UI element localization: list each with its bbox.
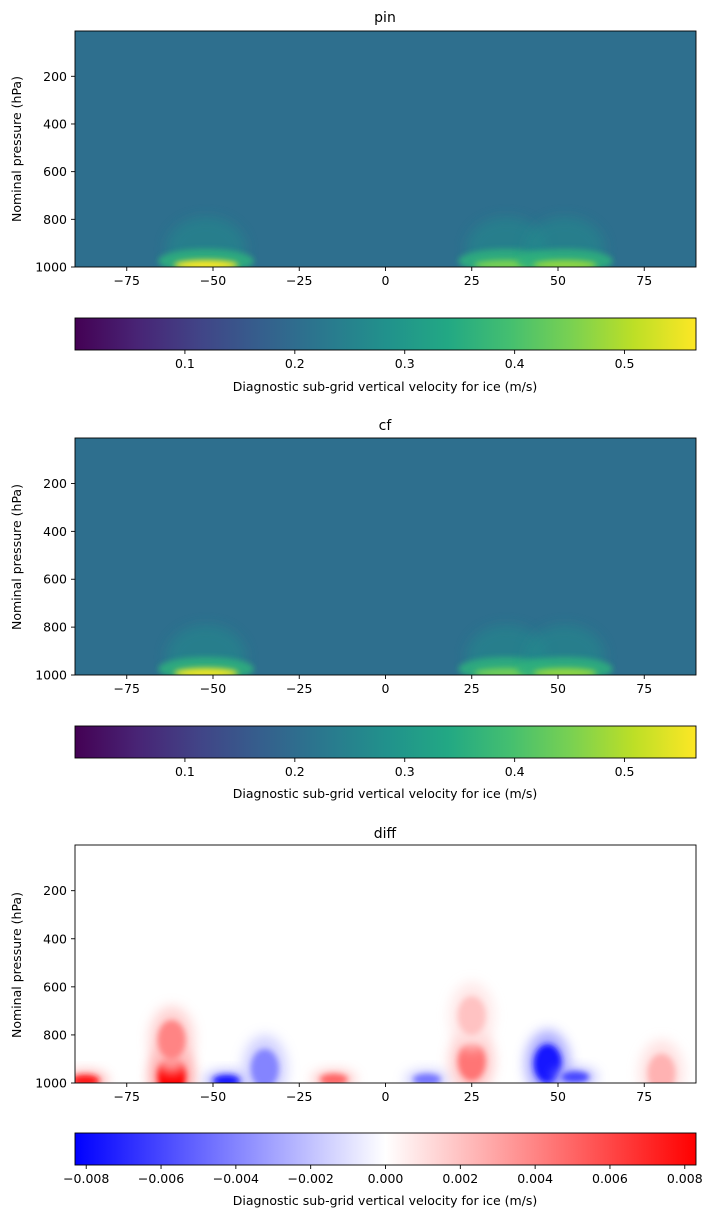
colorbar-tick-label: 0.5 — [615, 356, 635, 371]
chart-title: cf — [379, 418, 393, 434]
hotspot-peak — [532, 260, 597, 267]
panel-pin: pin Nominal pressure (hPa) −75 −50 −25 0 25 5… — [9, 10, 697, 394]
diff-feature — [319, 1073, 348, 1083]
colorbar-tick-label: 0.000 — [368, 1171, 404, 1186]
chart-title: pin — [374, 10, 396, 26]
colorbar-tick-label: 0.1 — [175, 764, 195, 779]
colorbar-tick-label: 0.3 — [395, 764, 415, 779]
x-tick-label: −50 — [200, 681, 226, 696]
y-tick-label: 800 — [43, 620, 67, 635]
y-tick-label: 600 — [43, 572, 67, 587]
y-axis: 200 400 600 800 1000 — [35, 69, 75, 275]
diff-feature — [250, 1048, 279, 1083]
colorbar-tick-label: 0.4 — [505, 764, 525, 779]
x-tick-label: 25 — [464, 273, 480, 288]
y-tick-label: 600 — [43, 164, 67, 179]
diff-feature — [457, 1041, 486, 1081]
colorbar: −0.008 −0.006 −0.004 −0.002 0.000 0.002 0.004 0… — [63, 1132, 703, 1186]
x-tick-label: 75 — [636, 681, 652, 696]
y-axis-label: Nominal pressure (hPa) — [9, 892, 24, 1038]
heatmap-plot — [74, 844, 697, 1084]
x-tick-label: −75 — [114, 1089, 140, 1104]
colorbar-tick-label: −0.006 — [138, 1171, 184, 1186]
colorbar-gradient — [74, 317, 697, 351]
colorbar-tick-label: 0.006 — [592, 1171, 628, 1186]
heatmap-background — [75, 438, 696, 675]
x-tick-label: −25 — [286, 273, 312, 288]
x-tick-label: 25 — [464, 1089, 480, 1104]
diff-feature — [75, 1074, 100, 1083]
colorbar: 0.1 0.2 0.3 0.4 0.5 — [74, 725, 697, 779]
x-tick-label: −50 — [200, 273, 226, 288]
y-tick-label: 400 — [43, 931, 67, 946]
y-tick-label: 400 — [43, 524, 67, 539]
y-tick-label: 200 — [43, 883, 67, 898]
colorbar-tick-label: 0.2 — [285, 356, 305, 371]
y-tick-label: 200 — [43, 69, 67, 84]
diff-feature — [212, 1074, 241, 1083]
colorbar-tick-label: 0.1 — [175, 356, 195, 371]
colorbar-tick-label: 0.5 — [615, 764, 635, 779]
colorbar-label: Diagnostic sub-grid vertical velocity fo… — [233, 786, 538, 801]
x-tick-label: −25 — [286, 681, 312, 696]
x-tick-label: −75 — [114, 681, 140, 696]
colorbar-gradient — [74, 1132, 697, 1166]
x-tick-label: 0 — [382, 681, 390, 696]
colorbar: 0.1 0.2 0.3 0.4 0.5 — [74, 317, 697, 371]
heatmap-background — [75, 31, 696, 267]
y-axis-label: Nominal pressure (hPa) — [9, 76, 24, 222]
colorbar-tick-label: 0.008 — [667, 1171, 703, 1186]
y-tick-label: 1000 — [35, 668, 67, 683]
panel-cf: cf Nominal pressure (hPa) −75 −50 −25 0 25 50… — [9, 418, 697, 801]
colorbar-tick-label: 0.004 — [517, 1171, 553, 1186]
panel-diff: diff Nominal pressure (hPa) −75 −50 −25 0 25… — [9, 826, 703, 1208]
y-tick-label: 400 — [43, 116, 67, 131]
colorbar-gradient — [74, 725, 697, 759]
colorbar-tick-label: −0.008 — [63, 1171, 109, 1186]
diff-feature — [561, 1071, 590, 1083]
diff-feature — [157, 1020, 186, 1060]
x-axis: −75 −50 −25 0 25 50 75 — [114, 1083, 652, 1104]
y-tick-label: 1000 — [35, 260, 67, 275]
diff-feature — [647, 1053, 676, 1083]
y-axis-label: Nominal pressure (hPa) — [9, 484, 24, 630]
diff-feature — [412, 1073, 441, 1083]
y-tick-label: 600 — [43, 979, 67, 994]
diff-feature — [457, 996, 486, 1036]
hotspot-peak — [174, 260, 239, 267]
colorbar-label: Diagnostic sub-grid vertical velocity fo… — [233, 1193, 538, 1208]
colorbar-tick-label: −0.002 — [288, 1171, 334, 1186]
colorbar-tick-label: 0.3 — [395, 356, 415, 371]
hotspot-peak — [174, 668, 239, 675]
y-axis: 200 400 600 800 1000 — [35, 476, 75, 683]
x-tick-label: 50 — [550, 1089, 566, 1104]
x-tick-label: 0 — [382, 1089, 390, 1104]
y-axis: 200 400 600 800 1000 — [35, 883, 75, 1091]
x-tick-label: 50 — [550, 681, 566, 696]
y-tick-label: 800 — [43, 1027, 67, 1042]
x-tick-label: −75 — [114, 273, 140, 288]
hotspot-peak — [532, 668, 597, 675]
y-tick-label: 1000 — [35, 1076, 67, 1091]
x-tick-label: −25 — [286, 1089, 312, 1104]
colorbar-tick-label: 0.002 — [442, 1171, 478, 1186]
y-tick-label: 200 — [43, 476, 67, 491]
x-tick-label: 0 — [382, 273, 390, 288]
x-tick-label: 50 — [550, 273, 566, 288]
heatmap-plot — [74, 437, 697, 676]
colorbar-tick-label: 0.2 — [285, 764, 305, 779]
x-axis: −75 −50 −25 0 25 50 75 — [114, 675, 652, 696]
colorbar-tick-label: 0.4 — [505, 356, 525, 371]
colorbar-tick-label: −0.004 — [213, 1171, 259, 1186]
x-tick-label: −50 — [200, 1089, 226, 1104]
x-tick-label: 75 — [636, 1089, 652, 1104]
colorbar-label: Diagnostic sub-grid vertical velocity fo… — [233, 379, 538, 394]
y-tick-label: 800 — [43, 212, 67, 227]
heatmap-plot — [74, 30, 697, 268]
chart-title: diff — [374, 826, 397, 842]
x-axis: −75 −50 −25 0 25 50 75 — [114, 267, 652, 288]
x-tick-label: 75 — [636, 273, 652, 288]
x-tick-label: 25 — [464, 681, 480, 696]
